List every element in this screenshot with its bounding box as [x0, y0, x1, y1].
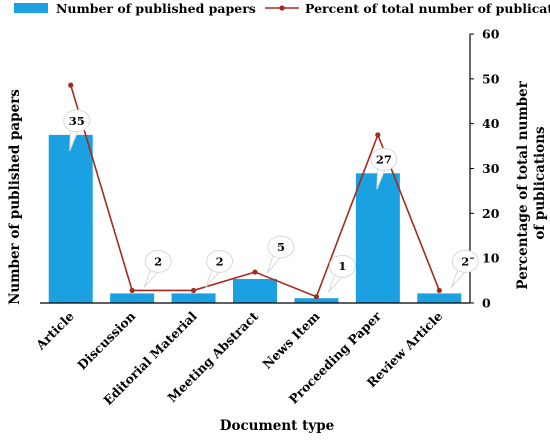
- x-axis-title: Document type: [220, 418, 334, 434]
- data-label-callout: 27: [370, 147, 398, 190]
- bars: [48, 134, 462, 303]
- bar-review-article: [417, 293, 462, 303]
- data-label-callout: 5: [266, 235, 295, 274]
- bar-discussion: [110, 293, 155, 303]
- line-point: [375, 132, 381, 138]
- y-axis-right-title-line-1: Percentage of total number: [515, 80, 531, 289]
- data-label-callout: 35: [63, 109, 91, 152]
- data-labels: 35 2 2 5 1 27 2: [63, 109, 479, 293]
- y-axis-right-title: Percentage of total number of publicatio…: [515, 76, 548, 289]
- callout-bubble: [328, 254, 356, 278]
- y-tick-label: 30: [482, 161, 500, 176]
- callout-bubble: [206, 249, 234, 273]
- y-tick-label: 0: [482, 296, 491, 311]
- legend-line-marker: [279, 5, 285, 11]
- data-label: 2: [216, 254, 224, 268]
- data-label: 2: [461, 254, 469, 268]
- bar-editorial-material: [171, 293, 216, 303]
- callout-bubble: [144, 249, 172, 273]
- legend-line-label: Percent of total number of publications: [305, 1, 550, 16]
- line-point: [252, 269, 258, 275]
- data-label-callout: 2: [143, 249, 172, 288]
- y-axis-left-title: Number of published papers: [7, 89, 23, 305]
- line-point: [190, 287, 197, 294]
- line-point: [313, 294, 320, 300]
- bar-news-item: [294, 298, 339, 303]
- callout-bubble: [267, 235, 295, 259]
- data-label: 1: [338, 259, 346, 273]
- data-label: 35: [69, 114, 85, 128]
- category-label: News Item: [259, 309, 322, 372]
- y-tick-label: 40: [482, 116, 500, 131]
- callout-bubble: [370, 147, 398, 171]
- bar-proceeding-paper: [355, 173, 400, 303]
- y-tick-label: 50: [482, 71, 500, 86]
- data-label-callout: 2: [205, 249, 234, 288]
- right-axis-ticks: 0 10 20 30 40 50 60: [470, 27, 500, 311]
- data-label-callout: 1: [327, 254, 356, 293]
- data-label: 27: [376, 152, 392, 166]
- category-label: Article: [32, 308, 77, 353]
- axes: [40, 34, 471, 304]
- line-point: [129, 287, 135, 294]
- y-tick-label: 10: [482, 251, 500, 266]
- bar-meeting-abstract: [233, 278, 277, 303]
- y-tick-label: 20: [482, 206, 500, 221]
- category-label: Discussion: [74, 309, 138, 373]
- bar-article: [48, 134, 93, 303]
- data-label: 5: [277, 240, 285, 254]
- line-point: [436, 287, 442, 294]
- line-series: [68, 82, 442, 300]
- y-tick-label: 60: [482, 27, 500, 42]
- line-point: [68, 82, 74, 88]
- callout-bubble: [63, 109, 91, 133]
- legend-bar-label: Number of published papers: [56, 1, 256, 16]
- data-label: 2: [154, 254, 162, 268]
- data-label-callout: 2: [450, 249, 479, 288]
- legend-bar-swatch: [14, 3, 48, 13]
- legend: Number of published papers Percent of to…: [14, 1, 550, 16]
- callout-bubble: [451, 249, 479, 273]
- y-axis-right-title-line-2: of publications: [532, 126, 548, 240]
